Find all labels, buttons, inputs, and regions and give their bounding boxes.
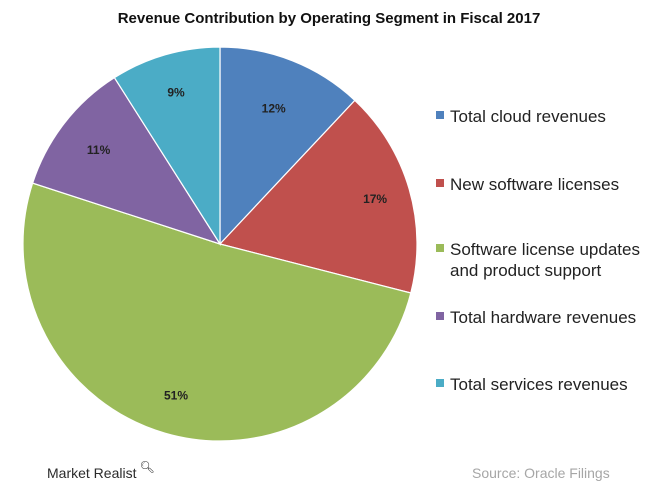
brand-name: Market Realist (47, 465, 137, 481)
source-note: Source: Oracle Filings (472, 465, 610, 481)
legend-item-cloud: Total cloud revenues (436, 106, 650, 127)
legend-item-license-updates: Software license updates and product sup… (436, 239, 650, 281)
legend-label: Total hardware revenues (450, 308, 637, 327)
pie-slice (219, 46, 356, 246)
pie-slice (31, 76, 222, 246)
legend-label: Total services revenues (450, 375, 628, 394)
legend-item-new-licenses: New software licenses (436, 174, 650, 195)
legend-swatch (436, 379, 444, 387)
legend-item-hardware: Total hardware revenues (436, 307, 650, 328)
slice-data-label: 11% (87, 143, 111, 157)
pie-slice (218, 99, 418, 294)
slice-data-label: 51% (164, 388, 188, 402)
brand-logo: Market Realist 🔍︎ (47, 460, 155, 481)
legend-label: Software license updates and product sup… (450, 240, 640, 280)
legend-swatch (436, 111, 444, 119)
chart-title: Revenue Contribution by Operating Segmen… (117, 10, 541, 27)
legend-label: New software licenses (450, 175, 620, 194)
magnifier-icon: 🔍︎ (139, 460, 155, 474)
legend-label: Total cloud revenues (450, 107, 606, 126)
legend-swatch (436, 244, 444, 252)
legend-swatch (436, 312, 444, 320)
slice-data-label: 17% (363, 192, 387, 206)
slice-data-label: 12% (262, 102, 286, 116)
slice-data-label: 9% (167, 86, 185, 100)
pie-slice (113, 46, 221, 247)
legend-item-services: Total services revenues (436, 374, 650, 395)
legend-swatch (436, 179, 444, 187)
pie-slice (22, 182, 412, 442)
